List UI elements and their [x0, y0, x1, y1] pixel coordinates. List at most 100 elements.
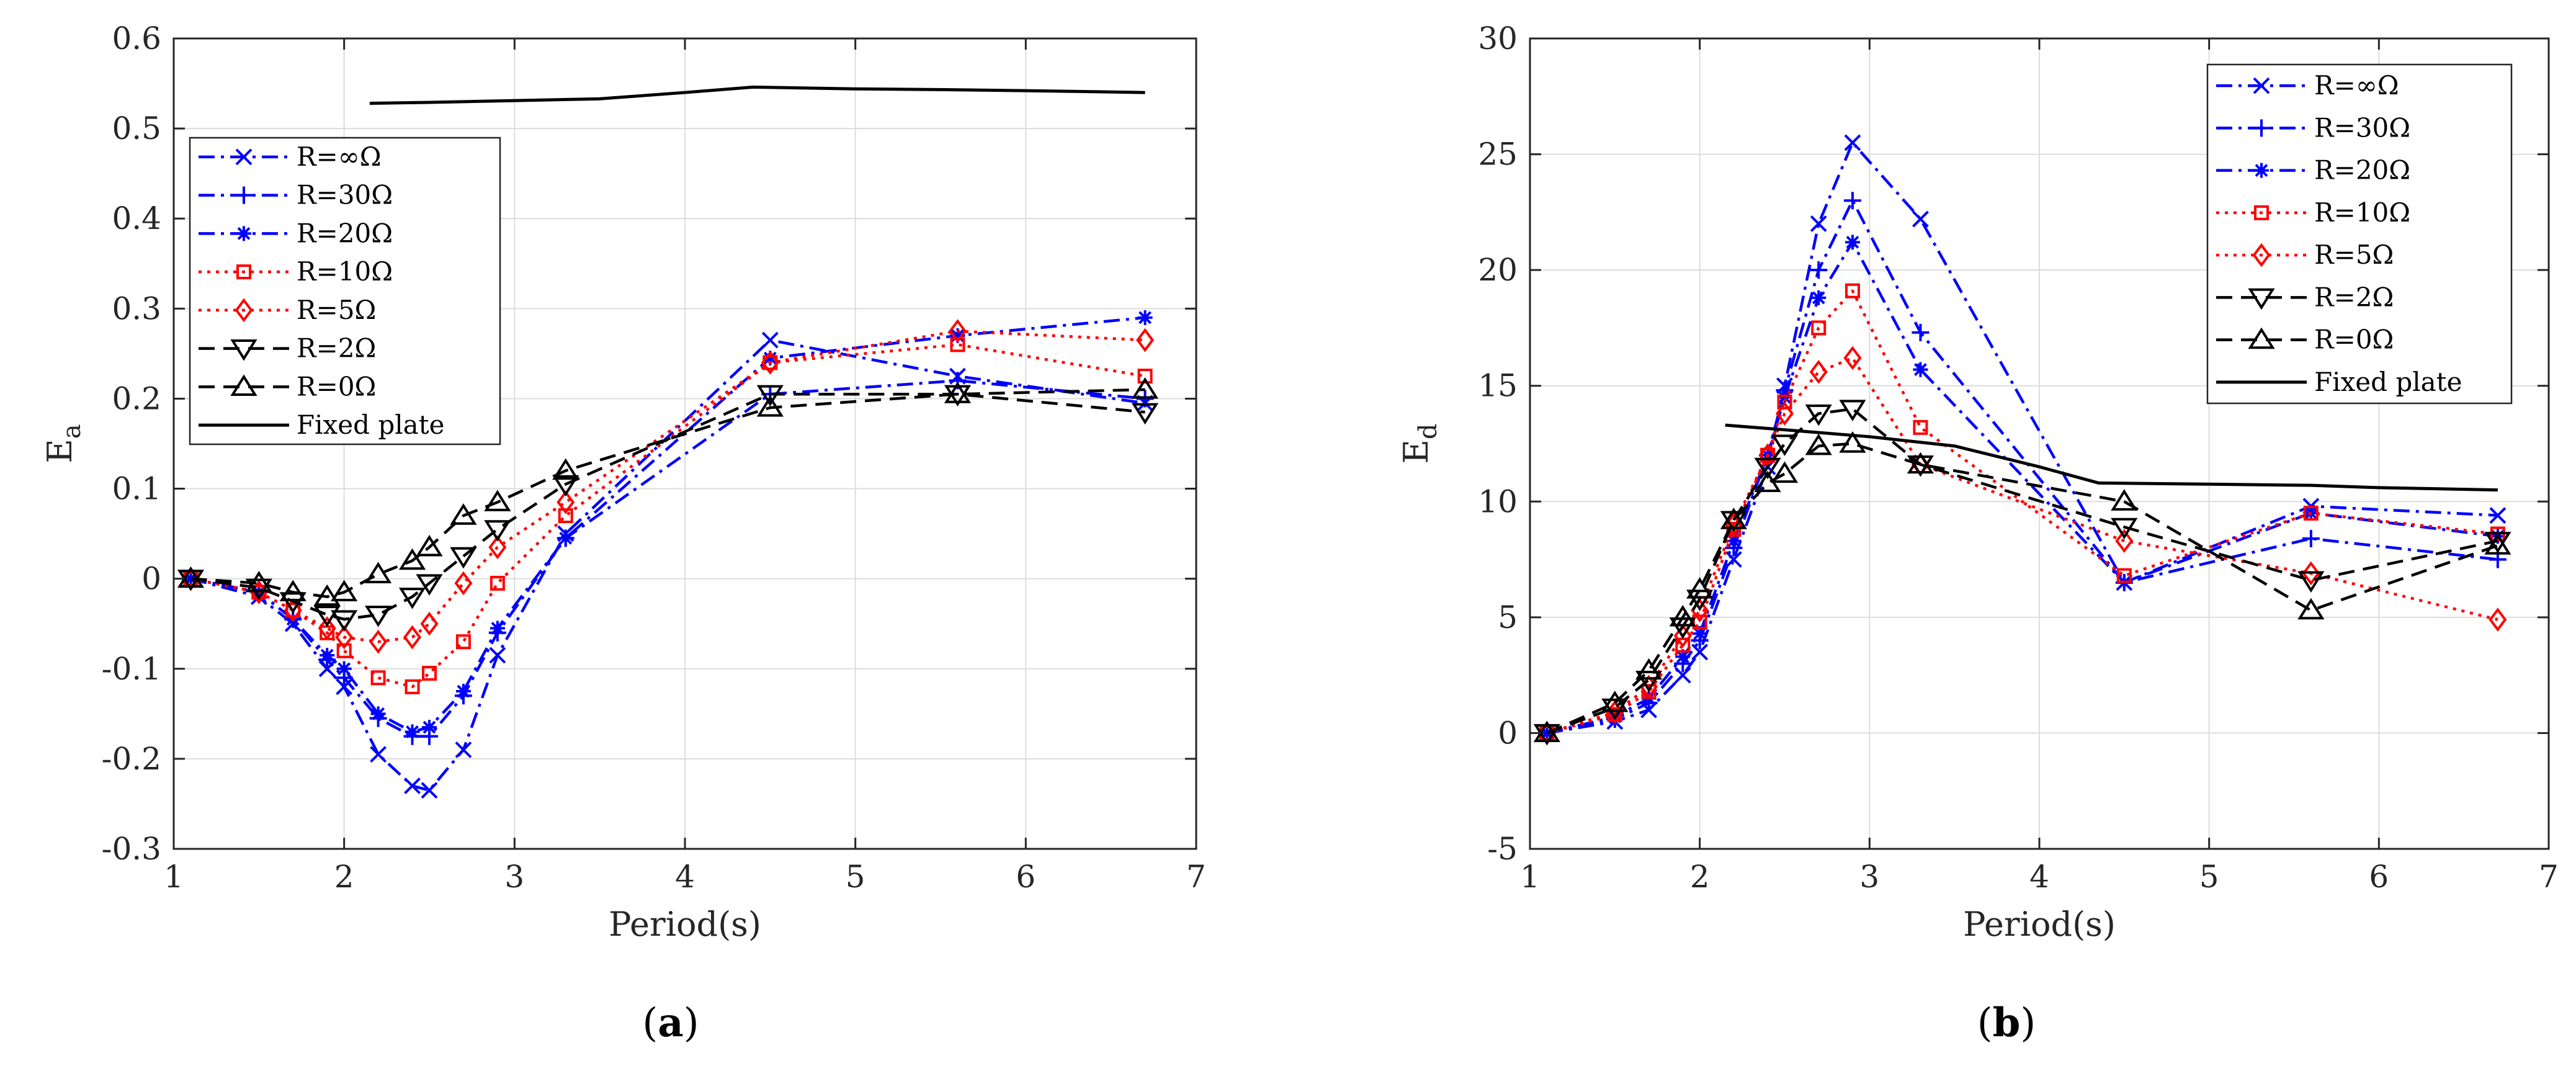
chart-b-data-point: [1839, 400, 1866, 422]
chart-a-data-point: [950, 328, 965, 343]
chart-a-data-point: [398, 588, 426, 609]
chart-a-data-point: [420, 611, 439, 636]
chart-b-data-point: [1805, 433, 1832, 455]
chart-b-x-tick-label: 3: [1859, 859, 1879, 895]
chart-a-x-tick-label: 1: [164, 859, 184, 895]
chart-b-legend-marker: [2252, 243, 2271, 267]
chart-a-legend-label: R=5Ω: [297, 295, 376, 325]
chart-a-data-point: [1137, 310, 1153, 325]
chart-a-data-point: [398, 548, 426, 570]
chart-a-series-line: [369, 85, 1145, 105]
chart-b-legend-marker: [2253, 119, 2270, 137]
chart-a-y-axis-label: Ea: [40, 424, 86, 463]
chart-b: 1 2 3 4 5 6 7 -5 0 5 10 15 20 25 30 Period(s) Ed R=∞Ω R=30…: [1397, 20, 2559, 944]
chart-a-x-tick-label: 6: [1016, 859, 1035, 895]
chart-b-data-point: [2116, 568, 2132, 583]
chart-b-data-point: [1843, 346, 1862, 370]
chart-a: 1 2 3 4 5 6 7 -0.3 -0.2 -0.1 0 0.1 0.2 0.3 0.4 0.5 0.6 Pe…: [40, 20, 1206, 944]
chart-a-series-line: [190, 316, 1145, 733]
chart-b-data-point: [2489, 507, 2507, 524]
chart-a-y-tick-label: 0.2: [112, 380, 161, 416]
chart-a-data-point: [488, 535, 507, 560]
chart-a-data-point: [405, 679, 420, 694]
chart-b-data-point: [1635, 658, 1663, 680]
chart-a-data-point: [422, 720, 437, 735]
chart-b-data-point: [1675, 649, 1691, 665]
chart-a-data-point: [484, 520, 511, 542]
chart-b-data-point: [1692, 625, 1707, 641]
chart-a-legend-marker: [230, 339, 257, 361]
chart-b-y-tick-label: 25: [1478, 137, 1518, 173]
chart-b-data-point: [2484, 532, 2511, 553]
chart-a-legend-label: R=2Ω: [297, 333, 376, 364]
chart-a-legend-label: R=20Ω: [297, 218, 393, 248]
chart-b-data-point: [1839, 431, 1866, 453]
chart-b-data-point: [1776, 401, 1794, 426]
chart-a-data-point: [403, 625, 422, 650]
chart-b-data-point: [1912, 323, 1930, 341]
chart-b-data-point: [1754, 457, 1781, 480]
chart-a-data-point: [1137, 369, 1153, 384]
chart-a-data-point: [558, 508, 573, 524]
chart-b-data-point: [1686, 577, 1714, 599]
chart-b-legend-label: R=∞Ω: [2314, 70, 2399, 101]
chart-a-legend-marker: [235, 148, 253, 166]
chart-b-data-point: [1777, 394, 1792, 410]
chart-a-data-point: [1131, 403, 1159, 425]
chart-a-legend-marker: [236, 226, 251, 241]
chart-a-legend-label: R=30Ω: [297, 180, 393, 210]
chart-b-data-point: [1635, 671, 1663, 692]
chart-b-y-tick-label: 0: [1498, 715, 1518, 751]
chart-b-data-point: [1912, 210, 1929, 228]
chart-b-data-point: [1669, 604, 1696, 627]
chart-a-data-point: [284, 598, 302, 622]
chart-b-legend-label: R=30Ω: [2314, 112, 2410, 143]
chart-a-legend-marker: [230, 374, 257, 396]
chart-b-legend-marker: [2248, 288, 2275, 310]
chart-b-data-point: [1844, 134, 1861, 151]
chart-a-data-point: [405, 724, 420, 740]
chart-b-y-tick-label: 30: [1478, 20, 1518, 56]
chart-a-y-tick-label: -0.3: [102, 831, 161, 867]
chart-a-data-point: [761, 351, 779, 375]
chart-b-legend-marker: [2253, 77, 2270, 94]
chart-a-y-tick-label: 0.5: [112, 110, 161, 146]
chart-a-data-point: [364, 606, 392, 627]
chart-a-data-point: [944, 382, 972, 403]
chart-b-series-line: [1725, 423, 2498, 492]
chart-b-data-point: [1771, 461, 1799, 483]
chart-b-data-point: [1907, 452, 1934, 474]
chart-a-x-tick-label: 7: [1186, 859, 1206, 895]
chart-b-x-tick-label: 1: [1520, 859, 1540, 895]
chart-b-y-tick-label: 10: [1478, 483, 1518, 519]
chart-a-data-point: [455, 741, 472, 758]
chart-a-y-tick-label: 0.3: [112, 290, 161, 326]
chart-a-x-tick-label: 5: [846, 859, 865, 895]
chart-a-data-point: [364, 562, 392, 584]
chart-a-data-point: [421, 782, 438, 799]
chart-a-data-point: [552, 458, 579, 480]
chart-b-data-point: [1601, 698, 1629, 720]
chart-a-x-tick-label: 2: [334, 859, 354, 895]
chart-a-data-point: [761, 331, 779, 349]
chart-a-series-2: [183, 310, 1153, 740]
chart-b-data-point: [1809, 359, 1828, 384]
chart-b-data-point: [1601, 690, 1629, 712]
chart-a-data-point: [245, 578, 272, 601]
chart-b-legend-marker: [2254, 163, 2269, 178]
chart-b-data-point: [1913, 419, 1928, 435]
chart-a-data-point: [370, 746, 387, 763]
chart-b-legend-label: R=2Ω: [2314, 282, 2394, 312]
chart-a-data-point: [335, 625, 354, 650]
chart-b-data-point: [2303, 505, 2319, 521]
chart-b-y-tick-label: 15: [1478, 368, 1518, 404]
chart-b-legend-marker: [2254, 205, 2269, 220]
chart-a-data-point: [177, 566, 205, 588]
chart-a-data-point: [318, 616, 336, 640]
chart-b-data-point: [2489, 607, 2507, 632]
chart-b-x-tick-label: 5: [2199, 859, 2219, 895]
chart-b-data-point: [2302, 529, 2320, 547]
chart-a-data-point: [313, 584, 341, 606]
chart-b-legend-label: R=20Ω: [2314, 155, 2410, 186]
chart-a-data-point: [370, 706, 386, 722]
